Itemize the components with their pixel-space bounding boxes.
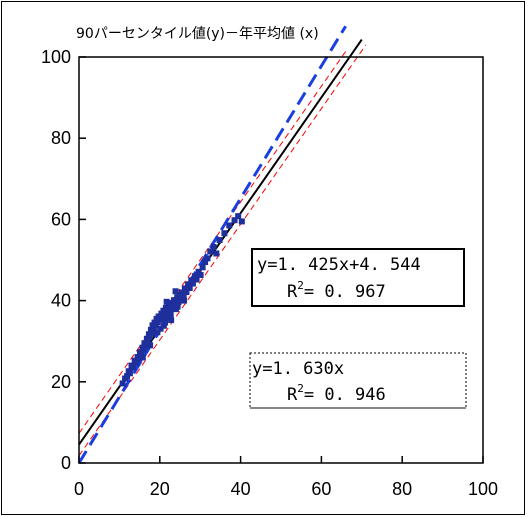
data-point [183,289,190,296]
data-point [172,288,179,295]
data-point [164,309,171,316]
data-point [165,302,172,309]
data-point [221,230,228,237]
data-point [170,297,177,304]
data-point [133,360,140,367]
origin-r2-sup: 2 [297,382,304,395]
y-tick-label: 0 [61,453,71,473]
data-point [168,317,175,324]
plot-area-border [78,56,484,464]
y-tick-label: 20 [51,372,71,392]
data-point [144,338,151,345]
data-point [163,298,170,305]
data-point [126,370,133,377]
data-point [181,297,188,304]
data-point [146,334,153,341]
data-point [151,319,158,326]
data-point [179,289,186,296]
y-tick-label: 100 [41,47,71,67]
data-point [213,250,220,257]
data-point [238,218,245,225]
y-tick-label: 40 [51,291,71,311]
data-point [150,326,157,333]
data-point [167,311,174,318]
data-point [185,281,192,288]
data-point [147,342,154,349]
data-point [130,364,137,371]
data-point [235,213,242,220]
data-point [119,380,126,387]
data-point [154,329,161,336]
regression-r2: R2= 0. 967 [287,279,386,302]
x-tick-label: 60 [311,479,331,499]
data-points [119,213,245,387]
origin-regression-box: y=1. 630x R2= 0. 946 [249,352,467,409]
x-tick-label: 40 [231,479,251,499]
data-point [231,217,238,224]
regression-r2-prefix: R [287,282,298,302]
data-point [199,264,206,271]
x-tick-label: 80 [392,479,412,499]
data-point [204,255,211,262]
x-tick-label: 0 [74,479,84,499]
data-point [189,280,196,287]
origin-r2: R2= 0. 946 [287,382,386,405]
data-point [164,314,171,321]
data-point [177,296,184,303]
data-point [148,330,155,337]
data-point [142,343,149,350]
data-point [197,272,204,279]
data-point [174,303,181,310]
regression-box-frame [251,248,465,307]
regression-r2-value: = 0. 967 [304,282,386,302]
y-tick-label: 60 [51,209,71,229]
y-tick-label: 80 [51,128,71,148]
data-point [226,222,233,229]
origin-r2-value: = 0. 946 [304,385,386,405]
data-point [191,273,198,280]
data-point [160,322,167,329]
y-axis-ticks: 0 20 40 60 80 100 [41,47,86,473]
chart-title: 90パーセンタイル値(y)－年平均値 (x) [76,26,319,42]
data-point [193,276,200,283]
data-point [152,322,159,329]
x-tick-label: 20 [150,479,170,499]
x-axis-ticks: 0 20 40 60 80 100 [74,456,498,499]
data-point [181,285,188,292]
regression-box: y=1. 425x+4. 544 R2= 0. 967 [251,248,465,307]
data-point [139,354,146,361]
x-tick-label: 100 [468,479,498,499]
data-point [186,285,193,292]
origin-r2-prefix: R [287,385,298,405]
data-point [162,319,169,326]
data-point [140,346,147,353]
origin-box-frame [249,352,467,409]
data-point [210,244,217,251]
data-point [202,259,209,266]
data-point [136,355,143,362]
data-point [195,268,202,275]
origin-equation: y=1. 630x [252,359,344,379]
regression-equation: y=1. 425x+4. 544 [257,255,421,275]
data-point [180,292,187,299]
regression-r2-sup: 2 [297,279,304,292]
data-point [207,248,214,255]
data-point [157,325,164,332]
data-point [188,277,195,284]
data-point [216,237,223,244]
